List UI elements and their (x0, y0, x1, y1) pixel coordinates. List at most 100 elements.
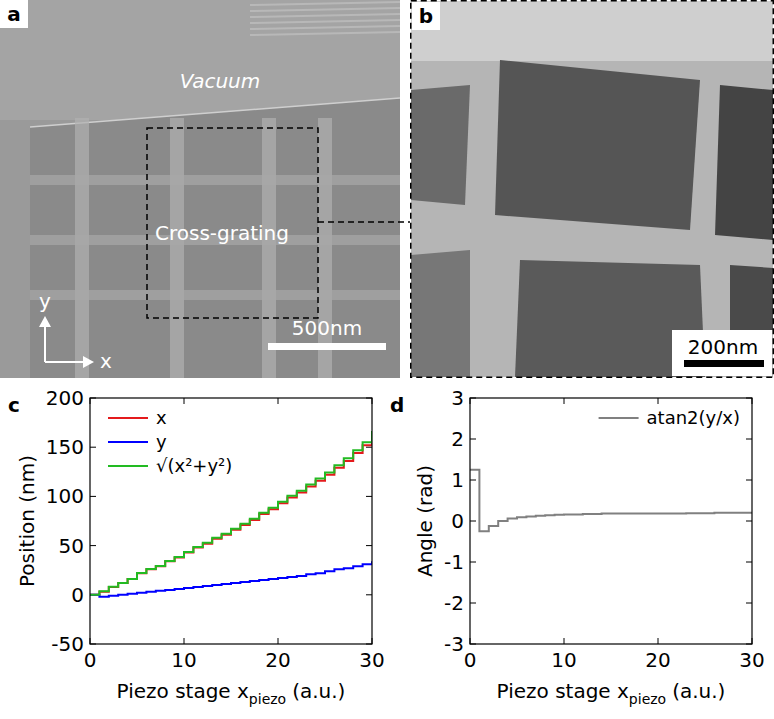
x-tick (658, 638, 659, 644)
y-tick (470, 521, 476, 522)
x-axis-title: Piezo stage xpiezo (a.u.) (497, 679, 726, 707)
grating-cell (411, 250, 470, 377)
plot-area (90, 431, 372, 597)
region-label: Cross-grating (155, 221, 289, 245)
y-tick-label: 0 (451, 509, 464, 533)
arrow-head (83, 356, 94, 368)
grating-cell (715, 85, 773, 240)
y-tick-label: 100 (46, 484, 84, 508)
legend-swatch (108, 441, 148, 443)
x-tick (278, 398, 279, 404)
figure: VacuumCross-grating500nmxya200nmbc010203… (0, 0, 774, 719)
legend-label: √(x²+y²) (156, 455, 232, 476)
fringe (250, 26, 400, 29)
x-tick-label: 10 (551, 648, 576, 672)
x-axis-title-part: (a.u.) (672, 679, 725, 703)
x-axis-title-part: Piezo stage x (497, 679, 629, 703)
axis-label: y (39, 289, 51, 313)
legend-swatch (108, 465, 148, 467)
grating-cell (411, 85, 470, 205)
y-tick-label: 50 (59, 534, 84, 558)
y-axis-title: Position (nm) (15, 455, 39, 587)
y-tick (746, 480, 752, 481)
y-tick (366, 496, 372, 497)
fringe (250, 14, 400, 17)
y-tick (470, 603, 476, 604)
x-tick-label: 10 (171, 648, 196, 672)
y-tick-label: 1 (451, 468, 464, 492)
x-tick (564, 638, 565, 644)
y-tick (746, 439, 752, 440)
x-axis-title-sub: piezo (629, 691, 666, 707)
panel-b: 200nmb (411, 1, 774, 378)
x-tick-label: 0 (84, 648, 97, 672)
y-tick (366, 594, 372, 595)
x-tick-label: 20 (265, 648, 290, 672)
chart-d: d 0 10 20 30 -3 -2 -1 0 1 2 3 Piezo stage xpiezo (a.u… (390, 386, 765, 707)
panel-label-box (0, 0, 28, 28)
x-tick-label: 0 (464, 648, 477, 672)
panel-label: c (8, 393, 20, 417)
axis-arrow (44, 325, 46, 362)
y-tick-label: 3 (451, 386, 464, 410)
panel-label: a (7, 2, 21, 26)
legend-label: x (156, 407, 167, 428)
panel-frame (411, 1, 774, 378)
y-tick-label: 0 (71, 583, 84, 607)
x-tick (184, 638, 185, 644)
y-tick (746, 562, 752, 563)
x-tick (278, 638, 279, 644)
x-axis-title-part: (a.u.) (292, 679, 345, 703)
plot-area (470, 470, 752, 532)
x-tick (564, 398, 565, 404)
x-axis-title-part: Piezo stage x (117, 679, 249, 703)
y-tick-label: -3 (444, 632, 464, 656)
grating-band (30, 175, 400, 185)
series-line (90, 431, 372, 595)
x-axis-title: Piezo stage xpiezo (a.u.) (117, 679, 346, 707)
axis-label: x (100, 349, 112, 373)
legend-swatch (599, 417, 639, 419)
series-line (470, 470, 752, 532)
y-tick-label: -1 (444, 550, 464, 574)
panel-label: b (419, 4, 433, 28)
bright-region (411, 1, 773, 61)
zoom-box (147, 128, 318, 318)
fringe (250, 8, 400, 11)
y-tick-label: 2 (451, 427, 464, 451)
scale-bar-label: 500nm (292, 316, 362, 340)
panel-label-box (412, 2, 440, 30)
x-tick-label: 20 (645, 648, 670, 672)
legend-swatch (108, 417, 148, 419)
fringe (250, 20, 400, 23)
y-tick-label: -50 (51, 632, 84, 656)
panel-label: d (390, 393, 404, 417)
image-background (0, 0, 400, 378)
y-tick-label: -2 (444, 591, 464, 615)
arrow-head (39, 316, 51, 327)
scale-bar (684, 360, 764, 367)
grating-band (30, 290, 400, 300)
axis-arrow (45, 361, 85, 363)
grating-band (262, 118, 276, 378)
x-tick-label: 30 (739, 648, 764, 672)
chart-c: c0102030-50050100150200Piezo stage xpiez… (8, 386, 385, 707)
x-tick (184, 398, 185, 404)
y-tick (90, 447, 96, 448)
image-background (411, 1, 773, 377)
panel-a: VacuumCross-grating500nmxya (0, 0, 400, 378)
y-tick-label: 150 (46, 435, 84, 459)
y-tick (470, 480, 476, 481)
legend-label: atan2(y/x) (647, 407, 740, 428)
grating-region (30, 98, 400, 378)
grating-cell (730, 265, 773, 330)
grating-band (75, 118, 89, 378)
y-tick (366, 447, 372, 448)
x-axis-title-sub: piezo (249, 691, 286, 707)
plot-frame (90, 398, 372, 644)
legend-label: y (156, 431, 167, 452)
y-tick (746, 603, 752, 604)
legend: atan2(y/x) (599, 407, 740, 428)
y-tick (90, 496, 96, 497)
y-axis-title: Angle (rad) (413, 465, 437, 577)
